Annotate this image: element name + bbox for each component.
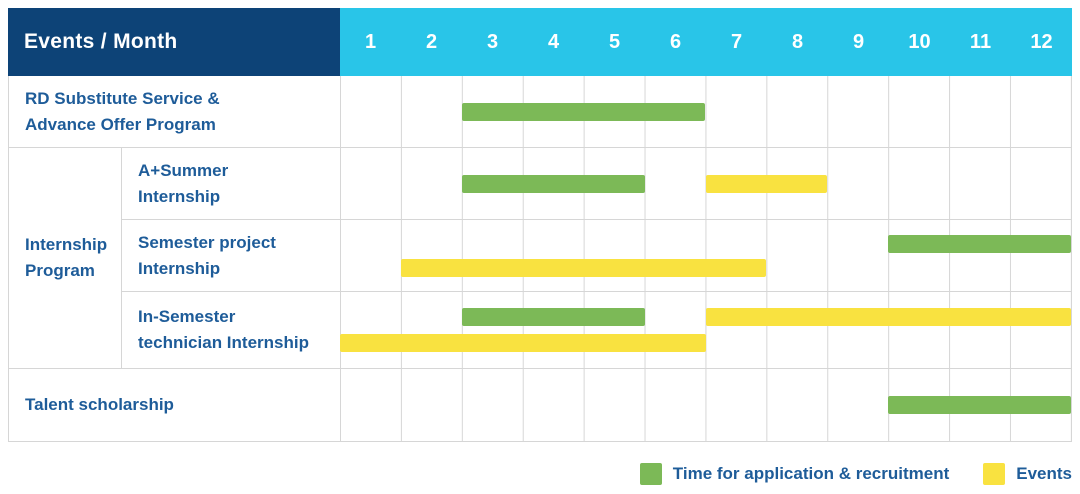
row-group-internship-program: Internship Program A+Summer Internship S… — [9, 148, 1071, 369]
row-label-line: Advance Offer Program — [25, 114, 216, 134]
legend: Time for application & recruitment Event… — [8, 459, 1072, 489]
row-semester-project-internship: Semester project Internship — [122, 220, 1071, 292]
row-label-line: Internship — [138, 258, 221, 278]
group-label-line: Internship — [25, 235, 108, 254]
legend-label: Events — [1016, 464, 1072, 483]
row-rd-substitute-service: RD Substitute Service & Advance Offer Pr… — [9, 76, 1071, 148]
legend-item-events: Events — [983, 463, 1072, 485]
green-gantt-bar — [888, 396, 1071, 414]
month-header-2: 2 — [425, 30, 438, 53]
events-schedule-table: Events / Month 1 2 3 4 5 6 7 8 9 10 11 12 RD Substi… — [8, 8, 1072, 442]
month-header-7: 7 — [730, 30, 743, 53]
month-header-3: 3 — [486, 30, 499, 53]
row-label-line: A+Summer — [138, 160, 229, 180]
row-label-talent-scholarship: Talent scholarship — [9, 369, 340, 441]
row-label-line: RD Substitute Service & — [25, 88, 220, 108]
row-chart-a-plus-summer-internship — [340, 148, 1071, 219]
yellow-gantt-bar — [400, 259, 767, 278]
month-header-6: 6 — [669, 30, 682, 53]
legend-item-application-recruitment: Time for application & recruitment — [639, 463, 950, 485]
green-gantt-bar — [461, 307, 645, 326]
row-label-line: Internship — [138, 186, 221, 206]
row-chart-rd-substitute-service — [340, 76, 1071, 147]
month-header-1: 1 — [364, 30, 377, 53]
events-month-header-title: Events / Month — [8, 8, 340, 76]
table-body: RD Substitute Service & Advance Offer Pr… — [8, 76, 1072, 442]
internship-subrows: A+Summer Internship Semester project Int… — [121, 148, 1071, 368]
group-label-line: Program — [25, 261, 95, 280]
month-header-4: 4 — [547, 30, 560, 53]
month-header-8: 8 — [791, 30, 804, 53]
month-header-9: 9 — [852, 30, 865, 53]
yellow-swatch-icon — [983, 463, 1006, 485]
row-label-line: technician Internship — [138, 333, 309, 352]
green-gantt-bar — [461, 174, 645, 193]
month-header-10: 10 — [908, 30, 931, 53]
group-label-internship-program: Internship Program — [9, 148, 121, 368]
row-label-semester-project-internship: Semester project Internship — [122, 220, 340, 291]
row-label-rd-substitute-service: RD Substitute Service & Advance Offer Pr… — [9, 76, 340, 147]
row-label-line: In-Semester — [138, 307, 236, 326]
row-chart-semester-project-internship — [340, 220, 1071, 291]
month-header-11: 11 — [969, 30, 992, 53]
month-header-12: 12 — [1030, 30, 1053, 53]
table-header-row: Events / Month 1 2 3 4 5 6 7 8 9 10 11 12 — [8, 8, 1072, 76]
legend-label: Time for application & recruitment — [672, 464, 950, 483]
month-header-5: 5 — [608, 30, 621, 53]
row-talent-scholarship: Talent scholarship — [9, 369, 1071, 441]
green-gantt-bar — [888, 234, 1071, 253]
row-chart-talent-scholarship — [340, 369, 1071, 441]
yellow-gantt-bar — [705, 174, 828, 193]
row-label-in-semester-technician-internship: In-Semester technician Internship — [122, 292, 340, 368]
row-label-a-plus-summer-internship: A+Summer Internship — [122, 148, 340, 219]
row-label-line: Talent scholarship — [25, 395, 174, 414]
yellow-gantt-bar — [705, 307, 1071, 326]
yellow-gantt-bar — [340, 333, 706, 352]
green-gantt-bar — [461, 102, 706, 121]
row-a-plus-summer-internship: A+Summer Internship — [122, 148, 1071, 220]
row-chart-in-semester-technician-internship — [340, 292, 1071, 368]
row-label-line: Semester project — [138, 232, 276, 252]
green-swatch-icon — [639, 463, 662, 485]
month-header-cells: 1 2 3 4 5 6 7 8 9 10 11 12 — [340, 8, 1072, 76]
row-in-semester-technician-internship: In-Semester technician Internship — [122, 292, 1071, 368]
